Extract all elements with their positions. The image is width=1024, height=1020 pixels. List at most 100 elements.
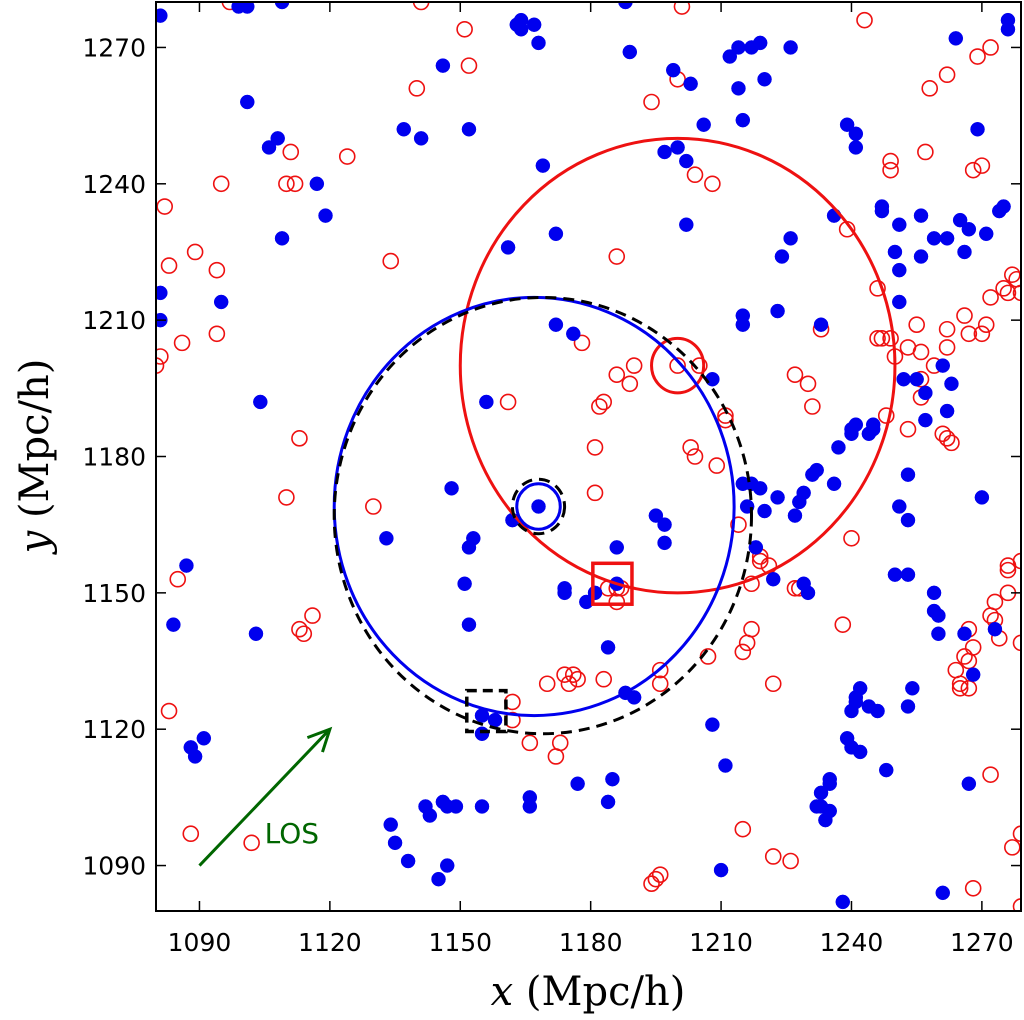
blue-point (926, 585, 942, 601)
red-point (586, 439, 604, 456)
blue-point (605, 771, 620, 787)
blue-point (535, 158, 551, 173)
red-point (751, 552, 769, 570)
red-point (873, 330, 891, 347)
blue-point (444, 481, 459, 496)
y-tick-label: 1210 (82, 306, 146, 335)
red-point (1004, 839, 1021, 856)
red-point (591, 398, 608, 415)
blue-point (831, 440, 846, 455)
red-point (951, 675, 969, 693)
black-dashed-square (465, 688, 508, 734)
blue-point (892, 217, 907, 232)
red-point (734, 820, 752, 838)
red-point (938, 430, 956, 447)
blue-point (600, 640, 616, 655)
blue-point (731, 81, 746, 96)
blue-point (487, 712, 503, 728)
blue-point (522, 799, 538, 814)
red-point (586, 484, 604, 502)
blue-point (892, 499, 907, 514)
blue-point (166, 617, 181, 632)
blue-point (935, 358, 951, 373)
red-point (882, 161, 899, 179)
red-point (708, 457, 726, 474)
blue-point (826, 476, 842, 492)
red-point (969, 48, 986, 65)
red-point (560, 675, 578, 693)
blue-point (809, 462, 824, 478)
blue-point (931, 626, 946, 642)
red-point (960, 679, 978, 697)
blue-point (461, 122, 477, 137)
red-point (278, 489, 295, 506)
red-point (956, 648, 973, 665)
blue-point (474, 799, 490, 814)
blue-point (905, 681, 920, 696)
red-point (986, 593, 1004, 611)
blue-point (626, 690, 642, 705)
blue-point (957, 626, 972, 642)
red-point (538, 675, 556, 693)
red-point (625, 357, 643, 374)
red-point (412, 2, 430, 11)
red-point (564, 666, 582, 683)
blue-point (705, 717, 720, 732)
blue-point (896, 371, 911, 387)
red-point (977, 316, 995, 333)
y-tick-label: 1090 (82, 852, 146, 881)
red-point (1012, 284, 1021, 302)
red-point (460, 57, 478, 74)
red-point (160, 702, 178, 720)
blue-point (666, 62, 681, 78)
red-point (882, 152, 899, 170)
red-point (1012, 898, 1021, 911)
blue-point (1000, 22, 1016, 37)
blue-point (379, 531, 394, 546)
red-point (934, 425, 952, 443)
y-tick-label: 1180 (82, 443, 146, 472)
blue-point (957, 244, 972, 260)
axis-ticks: 1090 1120 1150 1180 1210 1240 1270 1090 1120 1150… (82, 2, 1021, 957)
blue-point (952, 212, 968, 228)
blue-point (892, 294, 907, 310)
red-point (651, 661, 669, 679)
blue-point (500, 240, 516, 255)
red-point (160, 257, 178, 274)
blue-point (187, 749, 203, 764)
blue-point (935, 885, 951, 901)
blue-point (479, 394, 494, 410)
red-point (799, 375, 817, 393)
blue-point (196, 731, 212, 746)
y-tick-label: 1240 (82, 170, 146, 199)
blue-point (413, 131, 429, 146)
red-point (304, 607, 321, 624)
blue-point (383, 817, 398, 832)
red-point (521, 734, 539, 752)
red-circle (458, 136, 897, 595)
red-point (295, 625, 313, 643)
x-tick-label: 1120 (298, 928, 362, 957)
blue-point (752, 35, 768, 51)
y-tick-label: 1270 (82, 33, 146, 62)
blue-point (156, 285, 168, 301)
red-point (282, 143, 300, 161)
blue-point (765, 571, 781, 587)
red-point (912, 343, 930, 361)
blue-point (274, 231, 290, 246)
blue-point (657, 535, 672, 551)
red-point (1012, 552, 1021, 570)
blue-point (965, 667, 981, 682)
red-point (943, 434, 960, 452)
red-square (591, 561, 634, 606)
blue-point (900, 699, 916, 714)
blue-point (839, 117, 855, 132)
blue-point (774, 249, 790, 264)
blue-point (240, 94, 255, 110)
blue-point (822, 771, 837, 787)
red-point (643, 93, 660, 111)
black-small-dashed-circle (510, 477, 567, 536)
red-point (999, 561, 1017, 579)
red-point (691, 357, 708, 374)
red-point (960, 325, 978, 343)
